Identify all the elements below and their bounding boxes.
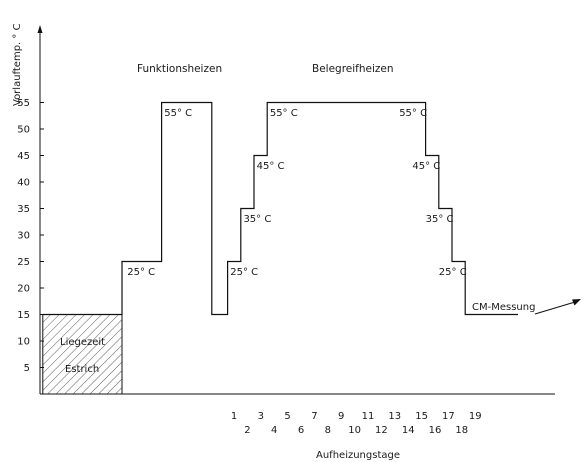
section-label-funktionsheizen: Funktionsheizen <box>137 63 222 75</box>
x-tick-label: 4 <box>271 425 277 436</box>
cm-messung-label: CM-Messung <box>472 302 535 313</box>
x-tick-label: 10 <box>348 425 361 436</box>
cm-messung-arrow <box>534 301 576 315</box>
x-tick-label: 12 <box>375 425 388 436</box>
x-tick-label: 9 <box>338 411 344 422</box>
x-tick-label: 19 <box>469 411 482 422</box>
x-tick-label: 6 <box>298 425 304 436</box>
temperature-label: 25° C <box>439 267 467 278</box>
x-tick-label: 3 <box>258 411 264 422</box>
hatched-area <box>42 314 123 395</box>
temperature-label: 55° C <box>270 108 298 119</box>
y-tick-label: 50 <box>17 125 30 136</box>
cm-messung-arrowhead <box>572 299 581 306</box>
y-axis-title: Vorlauftemp. ° C <box>12 23 23 106</box>
liegezeit-label: Liegezeit <box>60 337 105 348</box>
y-tick-label: 15 <box>17 310 30 321</box>
x-tick-label: 18 <box>455 425 468 436</box>
estrich-label: Estrich <box>65 364 99 375</box>
y-tick-label: 30 <box>17 231 30 242</box>
x-tick-label: 2 <box>244 425 250 436</box>
temperature-label: 45° C <box>412 161 440 172</box>
y-tick-label: 40 <box>17 178 30 189</box>
temperature-label: 35° C <box>243 214 271 225</box>
y-tick-label: 35 <box>17 204 30 215</box>
y-tick-label: 10 <box>17 337 30 348</box>
x-tick-label: 17 <box>442 411 455 422</box>
x-tick-label: 5 <box>284 411 290 422</box>
y-tick-label: 25 <box>17 257 30 268</box>
x-tick-label: 11 <box>362 411 375 422</box>
temperature-label: 45° C <box>257 161 285 172</box>
x-tick-label: 13 <box>388 411 401 422</box>
y-tick-label: 45 <box>17 151 30 162</box>
temperature-label: 55° C <box>164 108 192 119</box>
hatched-rect <box>42 314 123 395</box>
y-tick-label: 20 <box>17 284 30 295</box>
temperature-label: 35° C <box>426 214 454 225</box>
x-ticks: 1 3 5 7 9 11 13 15 17 192 4 6 8 10 12 14 16 18 <box>231 411 482 436</box>
x-tick-label: 15 <box>415 411 428 422</box>
section-label-belegreifheizen: Belegreifheizen <box>312 63 394 75</box>
x-tick-label: 8 <box>325 425 331 436</box>
x-tick-label: 16 <box>429 425 442 436</box>
temperature-label: 25° C <box>127 267 155 278</box>
y-tick-label: 5 <box>24 363 30 374</box>
temperature-curve <box>42 101 518 316</box>
temperature-labels: 25° C 55° C 25° C 35° C 45° C 55° C 55° C 45° C… <box>127 108 466 278</box>
curve-layer <box>42 101 518 316</box>
temperature-label: 25° C <box>230 267 258 278</box>
y-tick-label: 55 <box>17 98 30 109</box>
x-axis-title: Aufheizungstage <box>316 450 400 461</box>
x-tick-label: 14 <box>402 425 415 436</box>
temperature-label: 55° C <box>399 108 427 119</box>
x-tick-label: 1 <box>231 411 237 422</box>
y-axis-arrow <box>37 25 43 33</box>
y-ticks: 5 10 15 20 25 30 35 40 45 50 55 <box>17 98 44 374</box>
x-tick-label: 7 <box>311 411 317 422</box>
